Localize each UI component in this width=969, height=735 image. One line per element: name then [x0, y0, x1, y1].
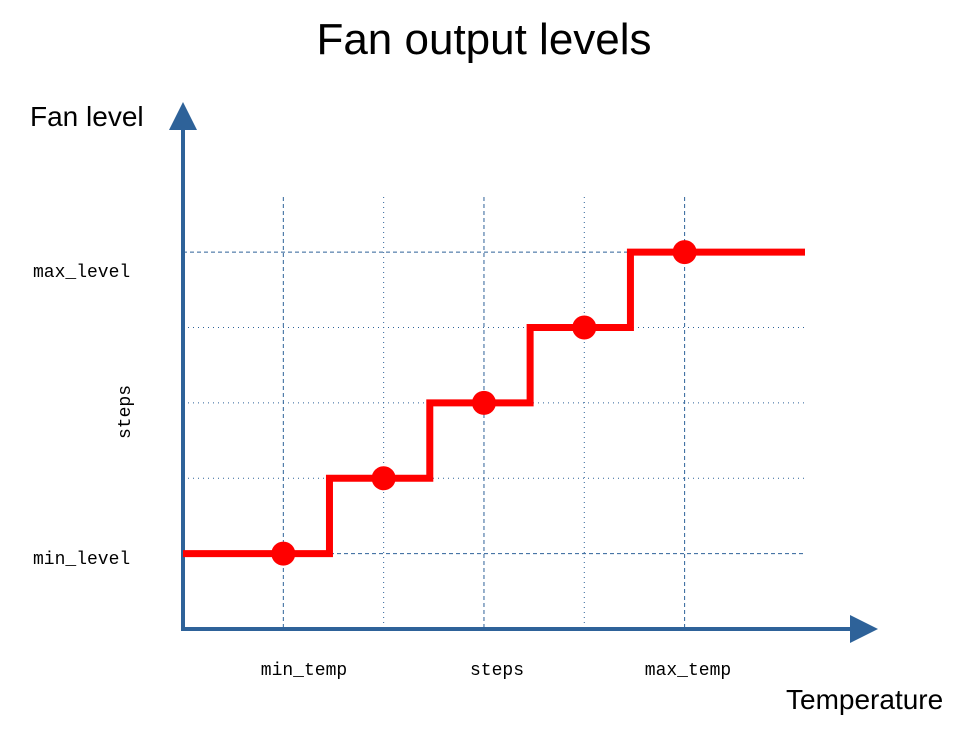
data-point: [271, 541, 296, 566]
y-axis-title: Fan level: [30, 101, 144, 132]
y-tick-max-level: max_level: [33, 263, 130, 283]
data-point: [672, 240, 697, 265]
step-series: [183, 240, 805, 566]
x-axis-arrow-icon: [850, 615, 878, 643]
y-tick-min-level: min_level: [33, 550, 130, 570]
data-point: [371, 466, 396, 491]
gridlines: [183, 197, 806, 629]
data-point: [471, 390, 496, 415]
y-steps-label: steps: [116, 385, 136, 439]
x-tick-min-temp: min_temp: [261, 661, 347, 681]
chart-title: Fan output levels: [316, 15, 651, 64]
x-axis-title: Temperature: [786, 684, 943, 715]
axes: [169, 102, 878, 643]
x-tick-max-temp: max_temp: [645, 661, 731, 681]
y-axis-arrow-icon: [169, 102, 197, 130]
x-steps-label: steps: [470, 661, 524, 681]
data-point: [572, 315, 597, 340]
